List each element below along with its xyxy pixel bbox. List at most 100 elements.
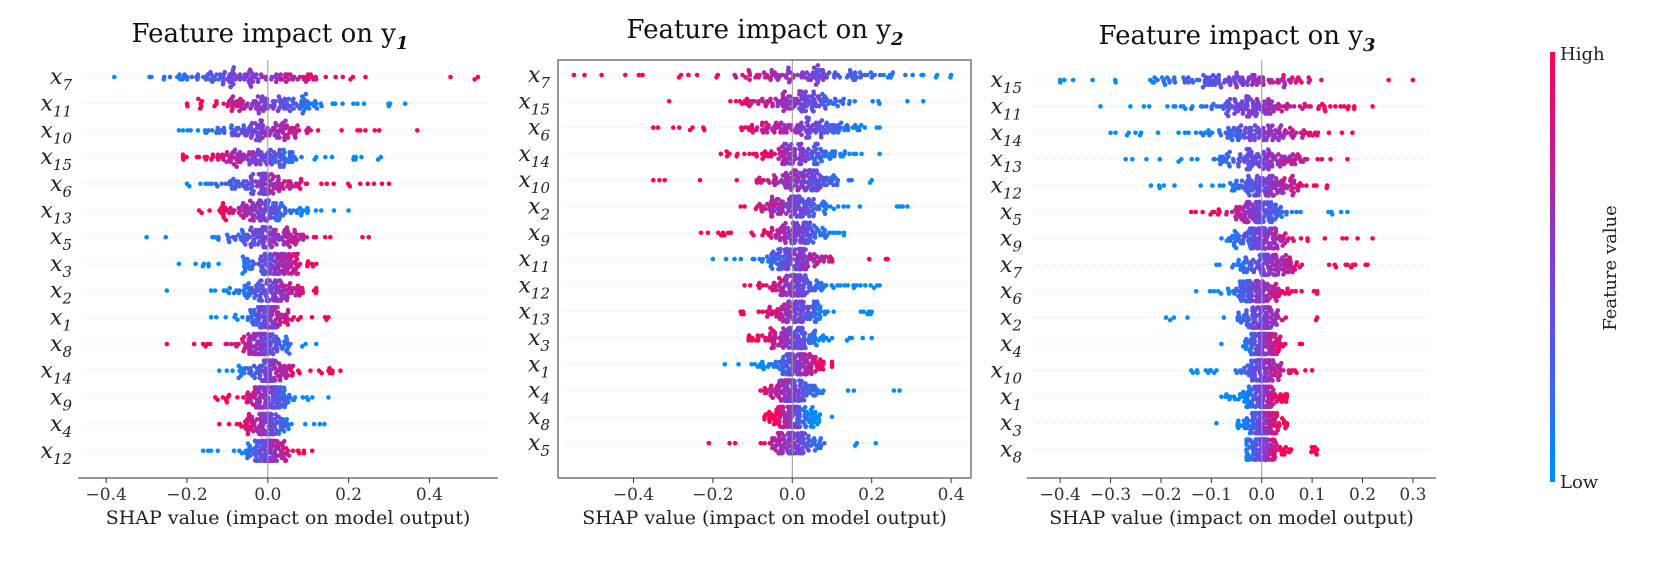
shap-point (1165, 104, 1170, 109)
shap-point (187, 183, 192, 189)
shap-point (1230, 137, 1235, 143)
feature-label: x1 (50, 305, 72, 334)
shap-point (199, 210, 204, 216)
shap-point (1216, 207, 1221, 212)
chart-title-y2: Feature impact on y2 (626, 15, 903, 50)
shap-point (242, 293, 248, 298)
shap-point (260, 411, 266, 417)
shap-point (256, 111, 262, 116)
shap-point (305, 264, 310, 269)
shap-point (797, 378, 802, 383)
shap-point (319, 181, 324, 187)
shap-point (264, 162, 270, 167)
shap-point (1058, 80, 1063, 85)
shap-point (326, 395, 331, 400)
shap-point (838, 154, 844, 159)
shap-point (285, 135, 291, 140)
shap-point (802, 273, 808, 278)
shap-point (309, 448, 315, 454)
shap-point (247, 150, 252, 155)
shap-point (282, 179, 287, 184)
shap-point (184, 154, 189, 160)
shap-point (792, 247, 798, 252)
shap-point (1277, 233, 1282, 239)
shap-point (167, 74, 173, 80)
shap-point (260, 135, 265, 140)
shap-point (282, 363, 287, 369)
shap-point (273, 305, 279, 310)
shap-point (386, 103, 392, 109)
shap-point (229, 123, 234, 128)
shap-point (247, 198, 253, 204)
shap-point (868, 283, 873, 288)
shap-point (283, 79, 289, 85)
shap-point (269, 305, 275, 310)
shap-point (251, 363, 257, 369)
shap-point (228, 205, 233, 211)
shap-point (363, 74, 368, 80)
shap-point (338, 368, 343, 374)
shap-point (784, 398, 789, 403)
shap-point (763, 390, 769, 396)
shap-point (811, 96, 817, 102)
shap-point (905, 204, 910, 209)
shap-point (1176, 159, 1181, 164)
shap-point (303, 421, 308, 427)
shap-point (256, 227, 262, 233)
shap-point (651, 125, 656, 130)
shap-point (415, 128, 420, 133)
chart-panel-y1: Feature impact on y1 x7x11x10x15x6x13x5x… (40, 19, 498, 529)
shap-point (921, 72, 926, 78)
shap-point (224, 232, 230, 238)
shap-point (315, 128, 321, 133)
shap-point (698, 230, 704, 236)
shap-point (236, 375, 241, 381)
shap-point (830, 130, 836, 135)
shap-point (324, 317, 329, 323)
shap-point (807, 352, 812, 357)
shap-point (830, 101, 836, 106)
shap-point (821, 154, 827, 159)
shap-point (227, 285, 233, 291)
shap-point (1198, 104, 1204, 109)
shap-point (1300, 159, 1306, 164)
shap-point (297, 205, 303, 211)
shap-point (818, 436, 824, 441)
shap-point (272, 251, 278, 257)
shap-point (331, 181, 337, 187)
shap-point (760, 309, 765, 315)
shap-point (822, 311, 828, 317)
shap-point (239, 227, 245, 233)
shap-point (768, 96, 773, 102)
shap-point (245, 317, 251, 323)
shap-point (221, 125, 227, 131)
shap-point (815, 63, 821, 68)
shap-point (287, 244, 293, 250)
shap-point (762, 385, 768, 391)
shap-point (862, 125, 868, 130)
shap-point (303, 79, 309, 85)
shap-point (1223, 130, 1228, 136)
shap-point (868, 311, 873, 317)
shap-point (1212, 82, 1218, 88)
shap-point (769, 214, 774, 219)
shap-point (1266, 166, 1271, 172)
shap-point (241, 348, 246, 354)
shap-point (1176, 130, 1181, 136)
shap-point (1237, 204, 1242, 210)
shap-point (764, 254, 770, 259)
shap-point (797, 299, 803, 305)
shap-point (1281, 72, 1286, 78)
shap-point (249, 225, 254, 230)
shap-point (1304, 183, 1309, 188)
shap-point (1278, 204, 1284, 210)
feature-label: x15 (518, 89, 550, 118)
shap-point (1276, 137, 1281, 143)
shap-point (351, 157, 356, 162)
shap-point (258, 305, 263, 310)
shap-point (299, 94, 305, 99)
shap-point (281, 147, 286, 153)
shap-point (1262, 246, 1267, 251)
shap-point (1267, 173, 1273, 179)
